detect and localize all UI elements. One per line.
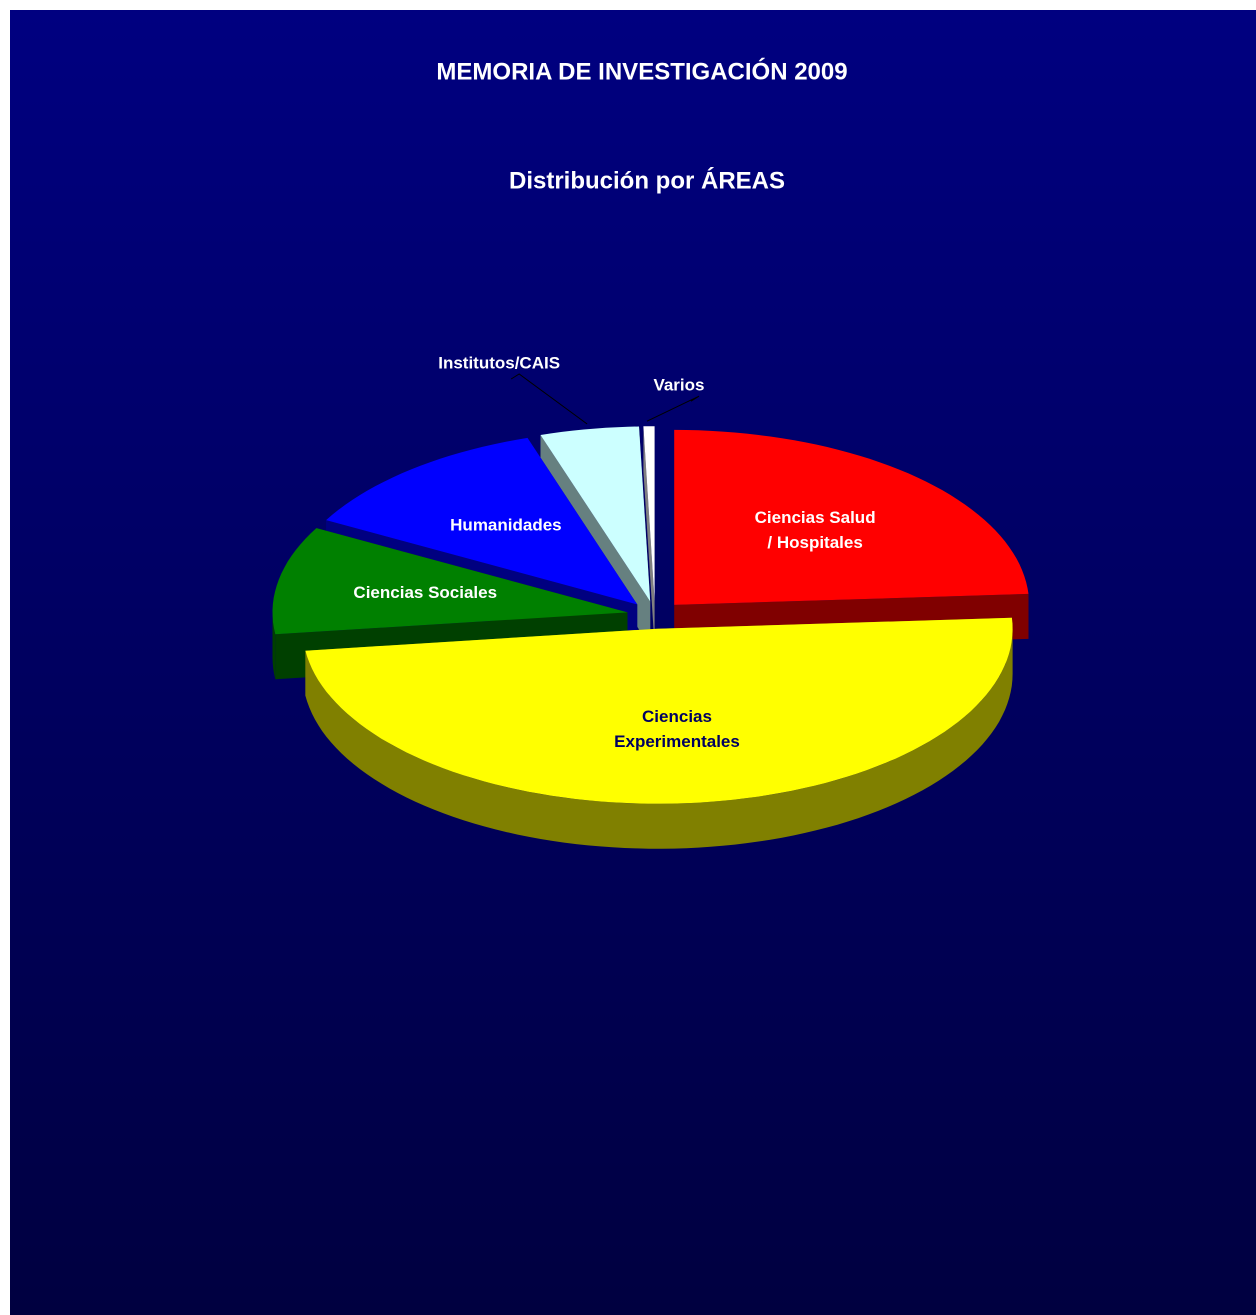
slice-side	[643, 426, 655, 647]
slice	[643, 426, 655, 647]
slice-wall	[272, 612, 276, 680]
leader-line	[646, 395, 700, 422]
slice-top	[540, 426, 651, 602]
slice-top	[674, 429, 1029, 605]
label-line: / Hospitales	[767, 533, 862, 552]
label-line: Ciencias Salud	[755, 508, 876, 527]
label-line: Ciencias	[642, 707, 712, 726]
slice-label: Ciencias Experimentales	[614, 707, 740, 751]
chart-title: MEMORIA DE INVESTIGACIÓN 2009	[436, 57, 847, 85]
slice-top	[326, 437, 638, 605]
slice-label: Ciencias Salud / Hospitales	[755, 508, 876, 552]
slice	[305, 617, 1013, 849]
slice-top	[305, 617, 1013, 804]
label-line: Experimentales	[614, 732, 740, 751]
slice-top	[643, 426, 655, 602]
slice-label: Ciencias Sociales	[353, 583, 497, 602]
slice-wall	[305, 628, 1013, 849]
slice-label: Humanidades	[450, 516, 561, 535]
slice-label: Varios	[653, 376, 704, 395]
slice-label: Institutos/CAIS	[438, 353, 560, 372]
slice-top	[272, 528, 628, 635]
leader-line	[510, 373, 588, 425]
chart-subtitle: Distribución por ÁREAS	[509, 166, 785, 194]
